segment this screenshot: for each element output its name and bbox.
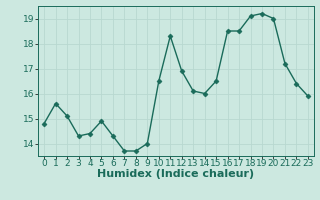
X-axis label: Humidex (Indice chaleur): Humidex (Indice chaleur) <box>97 169 255 179</box>
